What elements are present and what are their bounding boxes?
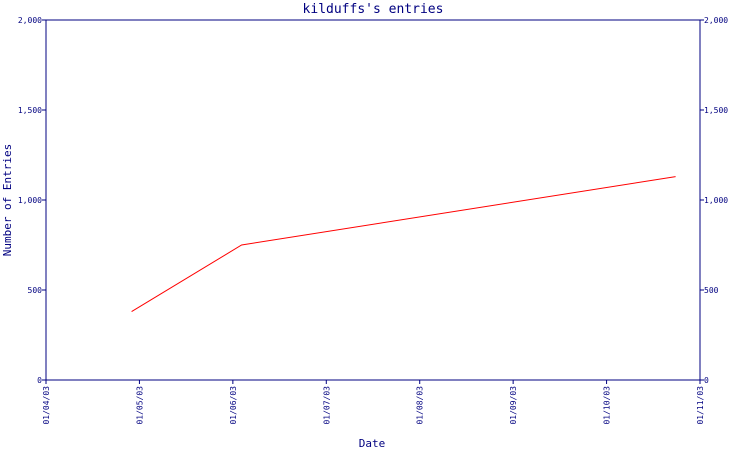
y-axis-label: Number of Entries <box>1 144 14 257</box>
y-tick-label-left: 2,000 <box>18 16 42 25</box>
y-tick-label-left: 1,500 <box>18 106 42 115</box>
series-line <box>131 176 676 313</box>
y-tick-label-right: 0 <box>704 376 709 385</box>
x-tick-label: 01/09/03 <box>509 386 518 425</box>
y-tick-label-left: 0 <box>37 376 42 385</box>
x-axis-label: Date <box>359 437 386 450</box>
y-tick-label-right: 2,000 <box>704 16 728 25</box>
plot-frame <box>45 19 701 381</box>
y-tick-label-right: 500 <box>704 286 719 295</box>
x-tick-label: 01/11/03 <box>696 386 705 425</box>
series-group <box>131 176 676 313</box>
x-tick-label: 01/08/03 <box>416 386 425 425</box>
x-tick-label: 01/07/03 <box>322 386 331 425</box>
y-axis-ticks: 0 0 500 500 1,000 1,000 1,500 1,500 2,000 2,000 <box>18 16 728 385</box>
x-tick-label: 01/10/03 <box>603 386 612 425</box>
y-tick-label-left: 500 <box>28 286 43 295</box>
chart-title: kilduffs's entries <box>303 2 444 17</box>
y-tick-label-right: 1,500 <box>704 106 728 115</box>
y-tick-label-left: 1,000 <box>18 196 42 205</box>
x-tick-label: 01/06/03 <box>229 386 238 425</box>
y-tick-label-right: 1,000 <box>704 196 728 205</box>
x-tick-label: 01/04/03 <box>42 386 51 425</box>
x-axis-ticks: 01/04/03 01/05/03 01/06/03 01/07/03 01/08/03… <box>42 380 705 425</box>
x-tick-label: 01/05/03 <box>135 386 144 425</box>
